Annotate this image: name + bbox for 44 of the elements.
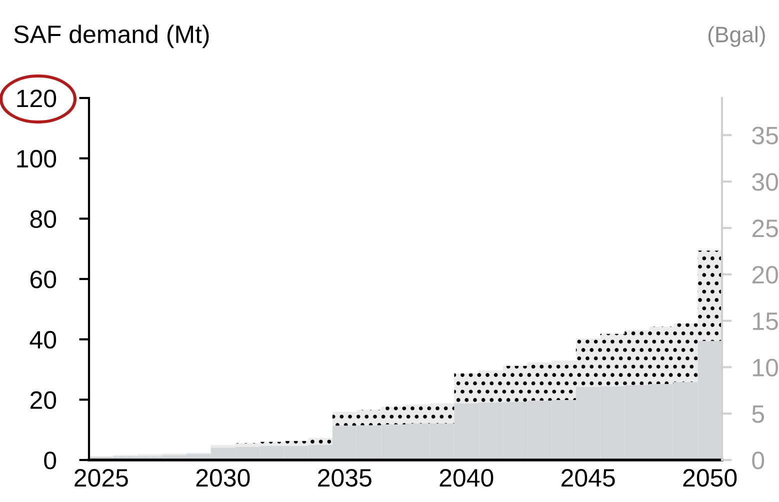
bar — [624, 330, 649, 385]
bar — [648, 326, 674, 384]
bar — [478, 370, 503, 402]
y2-tick-label: 20 — [752, 266, 778, 284]
bar — [552, 360, 576, 400]
bar — [502, 366, 528, 402]
bar — [284, 440, 308, 446]
y-tick-label: 80 — [30, 210, 56, 228]
y2-tick-label: 15 — [753, 312, 778, 330]
bar — [576, 338, 600, 387]
x-tick-label: 2050 — [683, 468, 737, 487]
bar — [332, 412, 357, 426]
x-tick-label: 2045 — [562, 468, 615, 487]
x-tick-label: 2040 — [440, 468, 494, 487]
x-tick-label: 2035 — [318, 468, 372, 487]
bar — [381, 406, 406, 424]
bar — [454, 373, 479, 404]
bar — [235, 443, 260, 448]
bar — [698, 250, 722, 341]
y2-axis-title: (Bgal) — [708, 26, 765, 47]
y-tick-label: 40 — [30, 330, 56, 349]
bar — [430, 403, 454, 424]
y-tick-label: 60 — [30, 270, 56, 288]
bar — [527, 362, 552, 401]
bar — [600, 334, 625, 386]
y-tick-label: 120 — [17, 90, 56, 108]
y2-tick-label: 0 — [752, 452, 764, 470]
y2-tick-label: 25 — [752, 220, 778, 238]
y-tick-label: 100 — [17, 150, 56, 168]
x-tick-label: 2030 — [196, 468, 250, 487]
y2-tick-label: 10 — [753, 358, 778, 376]
bar — [406, 404, 430, 424]
bar — [673, 323, 698, 382]
y2-tick-label: 30 — [752, 173, 778, 191]
bar — [259, 442, 284, 446]
y2-tick-label: 35 — [752, 126, 778, 144]
y-tick-label: 0 — [44, 452, 56, 470]
x-tick-label: 2025 — [74, 468, 128, 487]
y-axis-title: SAF demand (Mt) — [14, 24, 209, 48]
y2-tick-label: 5 — [752, 405, 764, 423]
bar — [356, 410, 382, 426]
bar — [210, 444, 236, 448]
bar — [308, 438, 332, 445]
y-tick-label: 20 — [30, 391, 56, 409]
